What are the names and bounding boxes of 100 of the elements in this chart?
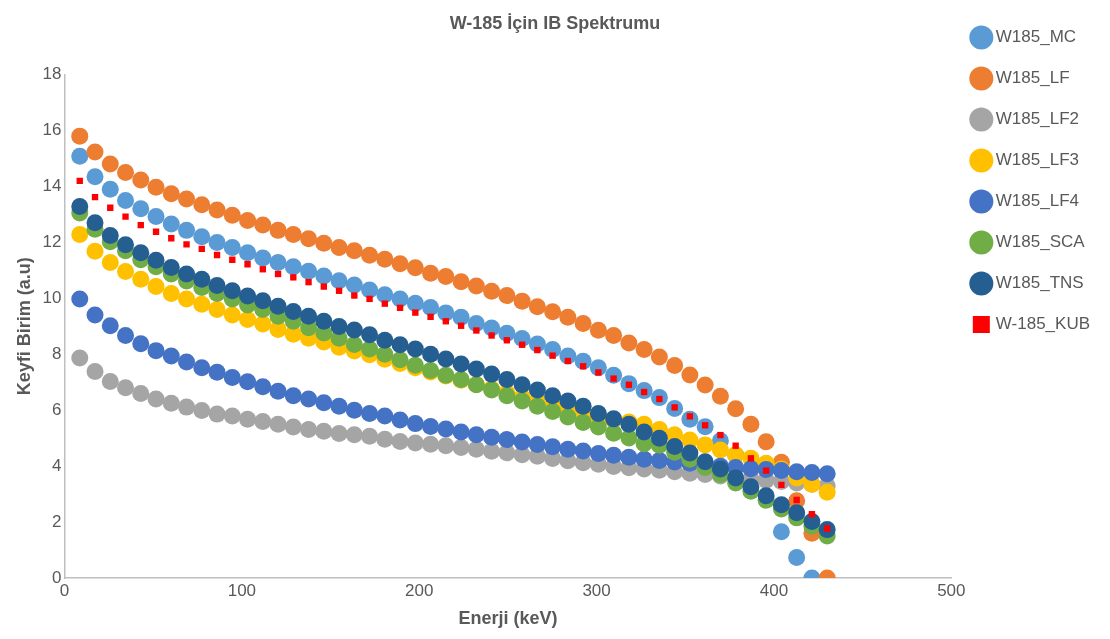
point (101, 180, 119, 198)
point (452, 273, 470, 291)
point (193, 228, 211, 246)
point (193, 295, 211, 313)
point (193, 196, 211, 214)
point (315, 394, 333, 412)
point (284, 226, 302, 244)
chart-title: W-185 İçin IB Spektrumu (449, 12, 661, 33)
point (315, 312, 333, 330)
point (345, 335, 363, 353)
point (345, 276, 363, 294)
point (574, 315, 592, 332)
point (162, 185, 180, 203)
point (345, 321, 363, 339)
point (239, 244, 257, 262)
point (391, 255, 409, 273)
point (788, 549, 806, 567)
point (391, 351, 409, 369)
point (620, 334, 638, 352)
point (147, 207, 165, 225)
point (361, 326, 379, 344)
point (574, 414, 592, 432)
y-tick-label: 12 (42, 232, 62, 252)
point (559, 440, 577, 458)
point (269, 221, 287, 239)
point (696, 453, 714, 471)
point (620, 448, 638, 466)
point (223, 238, 241, 256)
point (132, 270, 150, 288)
point (595, 369, 602, 376)
point (269, 297, 287, 315)
legend-label: W185_LF (995, 68, 1070, 88)
point (376, 331, 394, 349)
point (239, 373, 257, 391)
point (376, 430, 394, 448)
point (86, 363, 104, 381)
point (178, 398, 196, 416)
point (803, 464, 821, 482)
point (513, 376, 531, 394)
point (391, 336, 409, 354)
point (361, 340, 379, 358)
point (117, 327, 135, 345)
point (284, 302, 302, 320)
point (391, 290, 409, 308)
point (361, 281, 379, 299)
point (101, 226, 119, 244)
point (452, 423, 470, 441)
point (300, 421, 318, 438)
point (711, 387, 729, 405)
point (208, 201, 226, 219)
point (605, 327, 623, 345)
point (483, 282, 501, 300)
point (528, 298, 546, 316)
point (528, 436, 546, 454)
point (574, 442, 592, 460)
point (757, 487, 775, 505)
point (290, 274, 297, 281)
point (86, 306, 104, 324)
point (452, 438, 470, 456)
point (208, 363, 226, 381)
point (101, 317, 119, 335)
point (635, 423, 653, 441)
point (711, 441, 729, 459)
point (534, 346, 541, 354)
point (406, 259, 424, 277)
point (162, 215, 180, 233)
point (71, 127, 89, 145)
point (605, 424, 623, 442)
legend-label: W185_LF2 (995, 109, 1079, 129)
point (345, 401, 363, 419)
y-tick-label: 16 (42, 120, 62, 140)
point (483, 428, 501, 446)
point (71, 226, 89, 244)
x-tick-label: 300 (582, 580, 611, 600)
point (86, 168, 104, 186)
point (345, 426, 363, 444)
legend-label: W185_TNS (995, 273, 1084, 293)
point (300, 307, 318, 325)
point (320, 283, 327, 290)
point (361, 246, 379, 264)
point (269, 415, 287, 433)
y-tick-label: 0 (52, 567, 62, 587)
point (71, 349, 89, 367)
point (315, 234, 333, 252)
point (513, 392, 531, 410)
point (208, 276, 226, 294)
point (544, 438, 562, 456)
point (132, 200, 150, 218)
point (473, 327, 480, 334)
point (147, 278, 165, 296)
point (300, 262, 318, 280)
point (101, 372, 119, 390)
point (254, 412, 272, 430)
point (427, 313, 434, 320)
point (254, 292, 272, 310)
point (101, 254, 119, 272)
point (269, 254, 287, 272)
point (559, 408, 577, 426)
point (162, 347, 180, 365)
point (518, 341, 526, 348)
